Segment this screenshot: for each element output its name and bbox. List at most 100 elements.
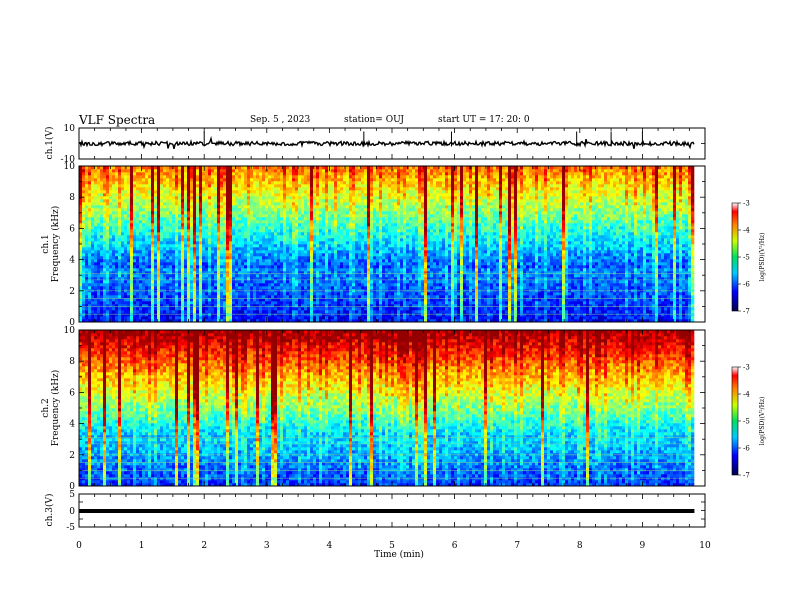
spectrogram-cell <box>193 202 196 205</box>
spectrogram-cell <box>196 295 199 298</box>
spectrogram-cell <box>313 211 316 214</box>
spectrogram-cell <box>181 259 184 262</box>
spectrogram-cell <box>175 232 178 235</box>
spectrogram-cell <box>298 295 301 298</box>
spectrogram-cell <box>328 280 331 283</box>
spectrogram-cell <box>280 196 283 199</box>
spectrogram-cell <box>298 208 301 211</box>
spectrogram-cell <box>280 283 283 286</box>
spectrogram-cell <box>181 268 184 271</box>
spectrogram-cell <box>151 304 154 307</box>
spectrogram-cell <box>142 223 145 226</box>
spectrogram-cell <box>205 307 208 310</box>
spectrogram-cell <box>208 316 211 319</box>
spectrogram-cell <box>148 283 151 286</box>
spectrogram-cell <box>160 244 163 247</box>
spectrogram-cell <box>154 256 157 259</box>
spectrogram-cell <box>97 268 100 271</box>
spectrogram-cell <box>220 259 223 262</box>
spectrogram-cell <box>232 304 235 307</box>
spectrogram-cell <box>124 316 127 319</box>
spectrogram-cell <box>145 208 148 211</box>
spectrogram-cell <box>157 259 160 262</box>
spectrogram-cell <box>85 232 88 235</box>
spectrogram-cell <box>331 169 334 172</box>
spectrogram-cell <box>157 268 160 271</box>
spectrogram-cell <box>127 274 130 277</box>
spectrogram-cell <box>172 190 175 193</box>
spectrogram-cell <box>130 250 133 253</box>
spectrogram-cell <box>196 205 199 208</box>
spectrogram-cell <box>322 169 325 172</box>
spectrogram-cell <box>118 283 121 286</box>
spectrogram-cell <box>241 265 244 268</box>
spectrogram-cell <box>181 274 184 277</box>
spectrogram-cell <box>106 316 109 319</box>
spectrogram-cell <box>232 211 235 214</box>
spectrogram-cell <box>223 280 226 283</box>
spectrogram-cell <box>169 217 172 220</box>
spectrogram-cell <box>316 250 319 253</box>
spectrogram-cell <box>238 199 241 202</box>
spectrogram-cell <box>328 268 331 271</box>
spectrogram-cell <box>172 202 175 205</box>
spectrogram-cell <box>310 259 313 262</box>
spectrogram-cell <box>262 256 265 259</box>
spectrogram-cell <box>268 184 271 187</box>
spectrogram-cell <box>337 223 340 226</box>
spectrogram-cell <box>136 196 139 199</box>
spectrogram-cell <box>307 211 310 214</box>
spectrogram-cell <box>283 211 286 214</box>
spectrogram-cell <box>94 232 97 235</box>
spectrogram-cell <box>85 202 88 205</box>
spectrogram-cell <box>358 220 361 223</box>
spectrogram-cell <box>265 217 268 220</box>
spectrogram-cell <box>202 211 205 214</box>
spectrogram-cell <box>205 199 208 202</box>
spectrogram-cell <box>139 211 142 214</box>
spectrogram-cell <box>169 241 172 244</box>
spectrogram-cell <box>334 241 337 244</box>
spectrogram-cell <box>283 196 286 199</box>
spectrogram-cell <box>202 250 205 253</box>
spectrogram-cell <box>169 181 172 184</box>
spectrogram-cell <box>352 295 355 298</box>
spectrogram-cell <box>205 283 208 286</box>
spectrogram-cell <box>244 316 247 319</box>
spectrogram-cell <box>172 304 175 307</box>
spectrogram-cell <box>82 172 85 175</box>
spectrogram-cell <box>331 295 334 298</box>
spectrogram-cell <box>274 292 277 295</box>
spectrogram-cell <box>331 229 334 232</box>
spectrogram-cell <box>322 241 325 244</box>
spectrogram-cell <box>109 205 112 208</box>
spectrogram-cell <box>358 235 361 238</box>
spectrogram-cell <box>229 268 232 271</box>
spectrogram-cell <box>298 247 301 250</box>
spectrogram-cell <box>169 220 172 223</box>
spectrogram-cell <box>313 253 316 256</box>
spectrogram-cell <box>181 226 184 229</box>
spectrogram-cell <box>295 241 298 244</box>
spectrogram-cell <box>148 253 151 256</box>
spectrogram-cell <box>328 175 331 178</box>
spectrogram-cell <box>208 196 211 199</box>
spectrogram-cell <box>178 280 181 283</box>
spectrogram-cell <box>97 190 100 193</box>
spectrogram-cell <box>145 178 148 181</box>
spectrogram-cell <box>199 238 202 241</box>
spectrogram-cell <box>229 316 232 319</box>
spectrogram-cell <box>271 313 274 316</box>
spectrogram-cell <box>349 262 352 265</box>
spectrogram-cell <box>232 268 235 271</box>
spectrogram-cell <box>262 301 265 304</box>
spectrogram-cell <box>109 310 112 313</box>
spectrogram-cell <box>154 184 157 187</box>
spectrogram-cell <box>202 316 205 319</box>
spectrogram-cell <box>115 187 118 190</box>
spectrogram-cell <box>232 181 235 184</box>
spectrogram-cell <box>352 196 355 199</box>
spectrogram-cell <box>277 313 280 316</box>
spectrogram-cell <box>208 217 211 220</box>
spectrogram-cell <box>259 217 262 220</box>
